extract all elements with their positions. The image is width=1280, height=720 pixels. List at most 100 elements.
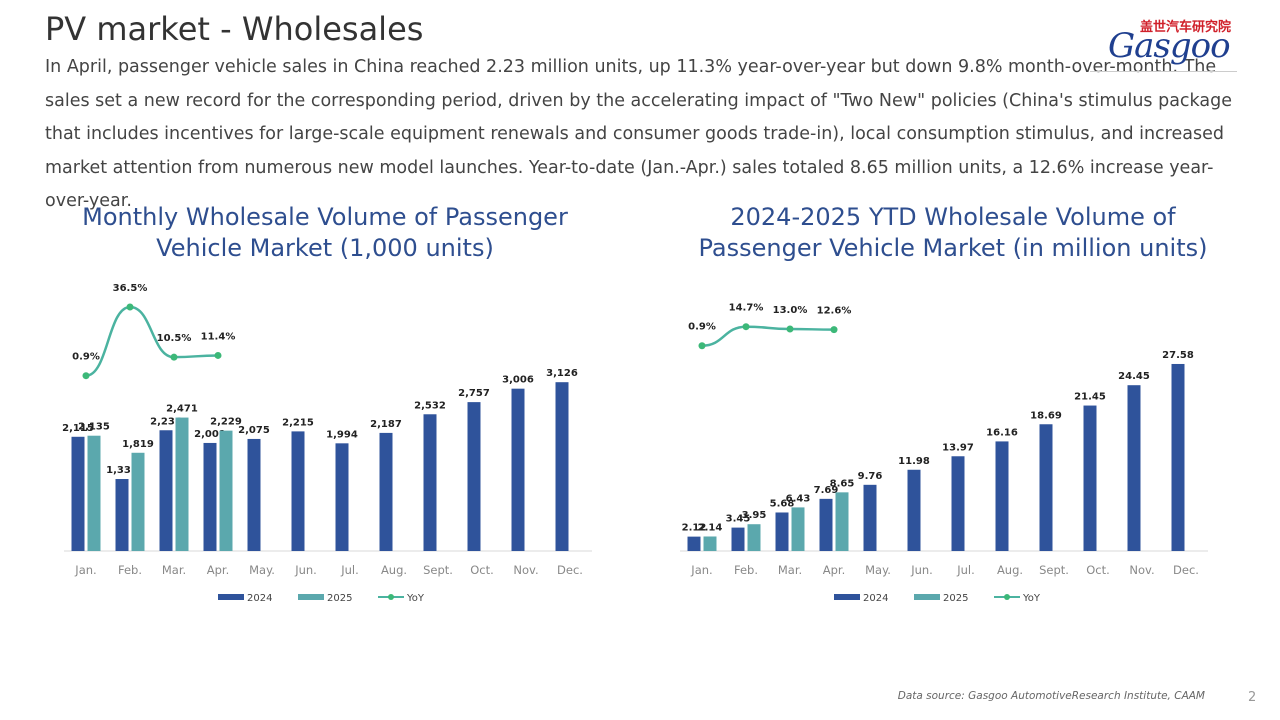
line-point [126, 303, 134, 311]
data-label: 27.58 [1162, 350, 1194, 361]
legend-label: 2025 [943, 593, 968, 604]
source: Data source: Gasgoo AutomotiveResearch I… [897, 690, 1205, 702]
bar [731, 527, 745, 551]
x-tick-label: Oct. [1086, 563, 1110, 577]
bar [775, 512, 789, 551]
logo-rule [1090, 71, 1237, 72]
data-label: 13.97 [942, 442, 974, 453]
x-tick-label: Sept. [423, 563, 453, 577]
legend-label: YoY [406, 593, 425, 604]
data-label: 2,229 [210, 417, 242, 428]
bar [175, 417, 189, 551]
bar [131, 452, 145, 551]
x-tick-label: May. [249, 563, 275, 577]
data-label: 2,757 [458, 388, 490, 399]
data-label: 3,006 [502, 375, 534, 386]
bar [1171, 363, 1185, 551]
x-tick-label: Jan. [690, 563, 712, 577]
data-label: 3.95 [742, 510, 767, 521]
bar [687, 536, 701, 551]
data-label: 10.5% [157, 333, 192, 344]
data-label: 2,187 [370, 419, 402, 430]
line-point [786, 325, 794, 333]
x-tick-label: May. [865, 563, 891, 577]
x-tick-label: Jun. [294, 563, 317, 577]
line-point [830, 326, 838, 334]
data-label: 2.14 [698, 522, 723, 533]
bar [247, 438, 261, 551]
data-label: 2,532 [414, 400, 446, 411]
data-label: 0.9% [72, 352, 100, 363]
legend-swatch [298, 594, 324, 600]
data-label: 11.98 [898, 456, 930, 467]
x-tick-label: Sept. [1039, 563, 1069, 577]
x-tick-label: Dec. [557, 563, 583, 577]
legend-label: YoY [1022, 593, 1041, 604]
bar [203, 442, 217, 551]
legend-swatch [388, 594, 394, 600]
x-tick-label: Mar. [162, 563, 186, 577]
legend-label: 2024 [247, 593, 272, 604]
line [85, 305, 219, 377]
line-point [742, 323, 750, 331]
legend-swatch [834, 594, 860, 600]
x-tick-label: Jun. [910, 563, 933, 577]
data-label: 5.68 [770, 498, 795, 509]
bar [467, 402, 481, 551]
data-label: 14.7% [729, 303, 764, 314]
data-label: 2,215 [282, 417, 314, 428]
bar [863, 484, 877, 551]
bar [555, 382, 569, 551]
x-tick-label: Aug. [381, 563, 407, 577]
data-label: 9.76 [858, 471, 883, 482]
data-label: 21.45 [1074, 392, 1106, 403]
bar [819, 498, 833, 551]
data-label: 2,236 [150, 416, 182, 427]
bar [747, 524, 761, 551]
bar [1127, 385, 1141, 551]
bar [791, 507, 805, 551]
data-label: 16.16 [986, 427, 1018, 438]
bar [335, 443, 349, 551]
x-tick-label: Jul. [340, 563, 359, 577]
data-label: 8.65 [830, 478, 855, 489]
data-label: 0.9% [688, 322, 716, 333]
line [701, 325, 835, 347]
bar [1083, 405, 1097, 551]
slide-body: In April, passenger vehicle sales in Chi… [45, 57, 1232, 211]
legend-label: 2024 [863, 593, 888, 604]
bar [951, 456, 965, 551]
chart-title: Monthly Wholesale Volume of Passenger Ve… [82, 203, 568, 262]
data-label: 13.0% [773, 305, 808, 316]
data-label: 11.4% [201, 331, 236, 342]
x-tick-label: Aug. [997, 563, 1023, 577]
data-label: 2,075 [238, 425, 270, 436]
legend-swatch [914, 594, 940, 600]
x-tick-label: Dec. [1173, 563, 1199, 577]
bar [71, 436, 85, 551]
line-point [698, 342, 706, 350]
x-tick-label: Oct. [470, 563, 494, 577]
x-tick-label: Feb. [734, 563, 758, 577]
data-label: 6.43 [786, 493, 811, 504]
legend-swatch [218, 594, 244, 600]
legend-label: 2025 [327, 593, 352, 604]
x-tick-label: Jan. [74, 563, 96, 577]
bar [511, 388, 525, 551]
data-label: 18.69 [1030, 410, 1062, 421]
data-label: 3,126 [546, 368, 578, 379]
data-label: 2,135 [78, 422, 110, 433]
line-point [214, 351, 222, 359]
bar [907, 469, 921, 551]
x-tick-label: Mar. [778, 563, 802, 577]
data-label: 2.12 [682, 523, 707, 534]
chart-title: 2024-2025 YTD Wholesale Volume of Passen… [698, 203, 1208, 262]
bar [1039, 424, 1053, 551]
x-tick-label: Jul. [956, 563, 975, 577]
data-label: 36.5% [113, 283, 148, 294]
data-label: 1,819 [122, 439, 154, 450]
line-point [170, 353, 178, 361]
logo-cn: 盖世汽车研究院 [1140, 20, 1232, 35]
